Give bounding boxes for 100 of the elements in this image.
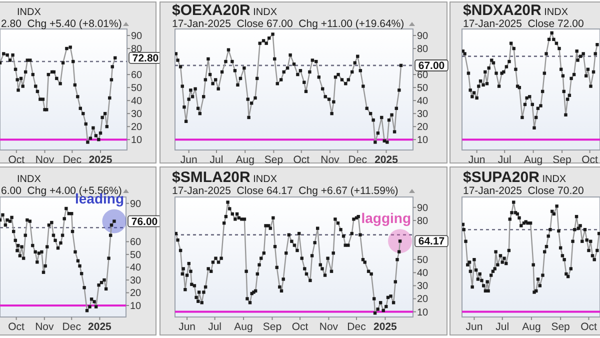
x-tick-label: Aug <box>522 321 541 333</box>
point <box>59 241 62 245</box>
point <box>110 65 114 68</box>
chart-title: $SMLA20R INDX <box>172 169 278 186</box>
point <box>102 278 106 282</box>
x-tick-label: 2025 <box>88 154 112 166</box>
chart-subtitle: 2.80 Chg +5.40 (+8.01%) <box>1 18 122 30</box>
x-tick-label: Dec <box>347 321 366 333</box>
point <box>40 250 44 254</box>
x-tick-label: Nov <box>319 321 339 333</box>
x-tick-label: Dec <box>62 321 81 333</box>
chart-title: $SUPA20R INDX <box>463 169 566 186</box>
point <box>16 88 20 92</box>
point <box>68 46 72 49</box>
point <box>74 250 77 254</box>
annotation: 72.80 <box>132 52 159 64</box>
y-tick-label: 80 <box>417 44 429 56</box>
point <box>36 260 39 264</box>
x-tick-label: Oct <box>582 154 598 166</box>
y-tick-label: 50 <box>130 250 142 261</box>
point <box>10 216 14 220</box>
point <box>62 217 66 220</box>
point <box>64 206 68 210</box>
point <box>86 140 90 144</box>
y-tick-label: 50 <box>417 83 429 94</box>
x-tick-label: Oct <box>292 321 308 333</box>
x-tick-label: Aug <box>236 154 255 166</box>
point <box>52 234 56 237</box>
point <box>1 213 4 216</box>
point <box>28 58 32 62</box>
point <box>78 264 82 268</box>
chart-subtitle: 17-Jan-2025 Close 67.00 Chg +11.00 (+19.64%) <box>172 18 404 30</box>
y-tick-label: 20 <box>131 122 143 134</box>
point <box>94 134 98 138</box>
y-tick-label: 30 <box>417 281 429 292</box>
point <box>97 283 100 287</box>
y-tick-label: 40 <box>417 268 429 280</box>
chart-title: $OEXA20R INDX <box>172 2 278 19</box>
point <box>14 68 18 71</box>
y-tick-label: 30 <box>131 109 143 120</box>
x-tick-label: Jul <box>208 321 222 333</box>
point <box>97 138 100 142</box>
point <box>65 46 68 50</box>
y-tick-label: 30 <box>130 275 142 286</box>
x-tick-label: Oct <box>8 154 25 166</box>
y-tick-label: 60 <box>131 70 143 82</box>
x-tick-label: Jun <box>466 321 483 333</box>
point <box>28 220 32 223</box>
y-tick-label: 40 <box>130 262 142 274</box>
x-tick-label: 2025 <box>374 154 398 166</box>
x-tick-label: Jun <box>468 154 486 166</box>
y-tick-label: 30 <box>417 109 429 120</box>
x-tick-label: Jul <box>498 154 512 166</box>
x-tick-label: Oct <box>293 154 310 166</box>
point <box>24 234 27 237</box>
y-tick-label: 10 <box>131 135 143 146</box>
x-tick-label: Jun <box>180 154 198 166</box>
point <box>16 78 19 82</box>
point <box>22 256 26 260</box>
y-tick-label: 50 <box>131 83 143 94</box>
x-tick-label: Jun <box>178 321 196 333</box>
x-tick-label: Oct <box>580 321 597 333</box>
x-tick-label: Jul <box>210 154 224 166</box>
point <box>44 264 47 268</box>
annotation: 64.17 <box>418 236 445 248</box>
point <box>8 58 12 62</box>
point <box>11 53 14 57</box>
x-tick-label: Dec <box>348 154 367 166</box>
point <box>58 82 62 86</box>
x-tick-label: Oct <box>8 321 25 333</box>
point <box>76 259 80 262</box>
point <box>34 84 38 88</box>
x-tick-label: Aug <box>234 321 254 333</box>
y-tick-label: 60 <box>417 70 429 82</box>
chart-subtitle: 17-Jan-2025 Close 70.20 <box>463 185 584 197</box>
x-tick-label: Jul <box>496 321 510 333</box>
point <box>76 95 80 98</box>
y-tick-label: 10 <box>417 307 429 318</box>
y-tick-label: 90 <box>417 31 429 42</box>
y-tick-label: 90 <box>417 202 429 214</box>
point <box>41 98 45 101</box>
point <box>26 218 29 222</box>
point <box>6 218 9 222</box>
x-tick-label: Sep <box>264 154 284 166</box>
point <box>110 78 114 82</box>
point <box>37 252 41 255</box>
y-tick-label: 20 <box>417 294 429 306</box>
y-tick-label: 20 <box>130 288 142 300</box>
point <box>88 305 92 308</box>
point <box>2 52 6 56</box>
point <box>60 234 64 237</box>
point <box>54 238 57 242</box>
point <box>21 84 24 88</box>
annotation: 67.00 <box>418 60 445 72</box>
y-tick-label: 40 <box>131 96 143 108</box>
y-tick-label: 50 <box>417 255 429 266</box>
point <box>16 249 19 252</box>
y-tick-label: 40 <box>417 96 429 108</box>
chart-subtitle: 17-Jan-2025 Close 64.17 Chg +6.67 (+11.59%) <box>172 185 398 197</box>
point <box>108 234 112 237</box>
